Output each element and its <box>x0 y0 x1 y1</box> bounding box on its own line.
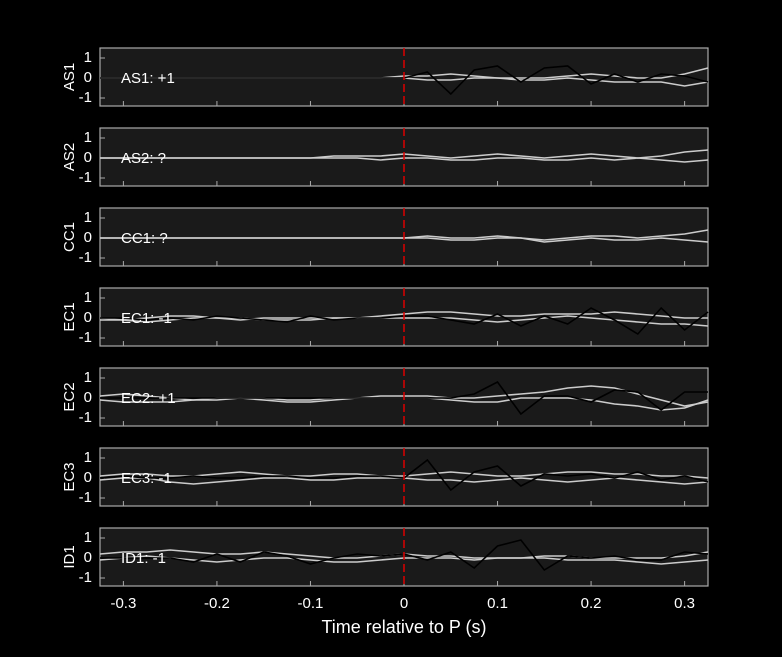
x-tick-label: -0.2 <box>204 595 230 612</box>
y-tick-label: 1 <box>84 49 92 66</box>
y-tick-label: 0 <box>84 389 92 406</box>
y-tick-label: 0 <box>84 549 92 566</box>
y-tick-label: -1 <box>79 249 92 266</box>
y-axis-label: EC2 <box>61 382 78 411</box>
annotation: EC1: -1 <box>121 310 172 327</box>
x-tick-label: 0.2 <box>581 595 602 612</box>
y-tick-label: 1 <box>84 529 92 546</box>
y-tick-label: 1 <box>84 289 92 306</box>
x-tick-label: 0.3 <box>674 595 695 612</box>
y-tick-label: -1 <box>79 169 92 186</box>
y-tick-label: 1 <box>84 209 92 226</box>
y-tick-label: -1 <box>79 409 92 426</box>
y-tick-label: 0 <box>84 149 92 166</box>
x-tick-label: 0 <box>400 595 408 612</box>
y-axis-label: AS1 <box>61 63 78 91</box>
y-tick-label: 0 <box>84 69 92 86</box>
y-axis-label: EC3 <box>61 462 78 491</box>
y-tick-label: -1 <box>79 489 92 506</box>
y-tick-label: 1 <box>84 369 92 386</box>
y-tick-label: 0 <box>84 229 92 246</box>
x-tick-label: 0.1 <box>487 595 508 612</box>
y-tick-label: 0 <box>84 469 92 486</box>
y-axis-label: CC1 <box>61 222 78 252</box>
y-tick-label: 0 <box>84 309 92 326</box>
y-axis-label: EC1 <box>61 302 78 331</box>
y-axis-label: AS2 <box>61 143 78 171</box>
annotation: ID1: -1 <box>121 550 166 567</box>
y-tick-label: 1 <box>84 449 92 466</box>
x-axis-label: Time relative to P (s) <box>321 617 486 637</box>
x-tick-label: -0.1 <box>298 595 324 612</box>
annotation: CC1: ? <box>121 230 168 247</box>
y-tick-label: -1 <box>79 569 92 586</box>
y-tick-label: 1 <box>84 129 92 146</box>
y-tick-label: -1 <box>79 89 92 106</box>
annotation: EC2: +1 <box>121 390 176 407</box>
annotation: AS1: +1 <box>121 70 175 87</box>
y-axis-label: ID1 <box>61 545 78 568</box>
annotation: AS2: ? <box>121 150 166 167</box>
y-tick-label: -1 <box>79 329 92 346</box>
annotation: EC3: -1 <box>121 470 172 487</box>
x-tick-label: -0.3 <box>110 595 136 612</box>
